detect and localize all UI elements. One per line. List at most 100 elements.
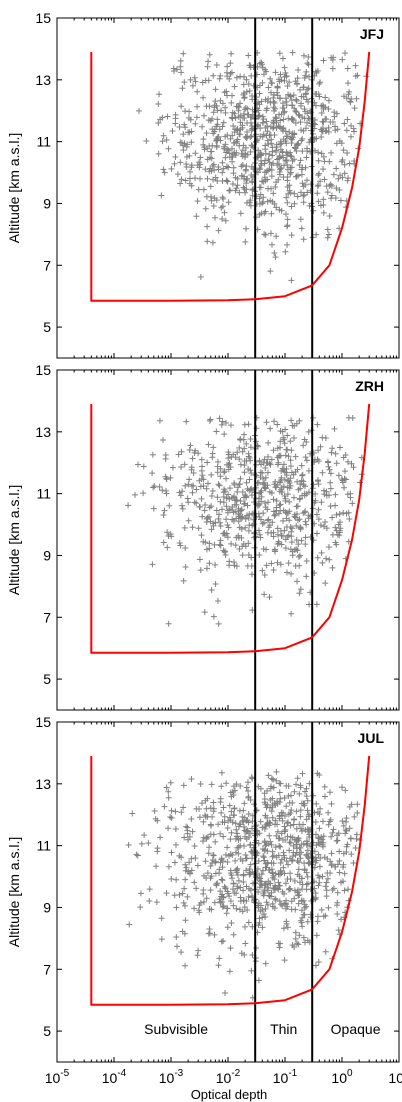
scatter-point (247, 861, 254, 868)
scatter-point (305, 855, 312, 862)
scatter-point (203, 834, 210, 841)
scatter-point (275, 835, 282, 842)
scatter-point (241, 469, 248, 476)
scatter-point (193, 500, 200, 507)
scatter-point (304, 807, 311, 814)
scatter-point (146, 886, 153, 893)
scatter-point (182, 917, 189, 924)
scatter-point (243, 76, 250, 83)
scatter-point (158, 192, 165, 199)
scatter-point (294, 503, 301, 510)
scatter-point (244, 175, 251, 182)
scatter-point (312, 497, 319, 504)
scatter-point (276, 842, 283, 849)
scatter-point (288, 232, 295, 239)
scatter-point (278, 111, 285, 118)
scatter-point (327, 181, 334, 188)
scatter-point (225, 890, 232, 897)
scatter-point (305, 428, 312, 435)
scatter-point (280, 864, 287, 871)
scatter-point (294, 578, 301, 585)
scatter-point (200, 186, 207, 193)
scatter-point (320, 166, 327, 173)
scatter-point (247, 436, 254, 443)
scatter-point (292, 108, 299, 115)
scatter-point (289, 799, 296, 806)
scatter-point (200, 538, 207, 545)
y-tick-label: 7 (43, 961, 51, 977)
scatter-point (221, 468, 228, 475)
scatter-point (352, 844, 359, 851)
scatter-point (214, 107, 221, 114)
scatter-point (174, 171, 181, 178)
scatter-point (204, 480, 211, 487)
scatter-point (200, 890, 207, 897)
scatter-point (265, 840, 272, 847)
scatter-point (269, 874, 276, 881)
scatter-point (341, 161, 348, 168)
scatter-point (212, 858, 219, 865)
scatter-point (313, 231, 320, 238)
scatter-point (283, 194, 290, 201)
scatter-point (305, 489, 312, 496)
scatter-point (280, 105, 287, 112)
scatter-point (354, 809, 361, 816)
scatter-point (204, 223, 211, 230)
scatter-point (297, 586, 304, 593)
scatter-point (226, 893, 233, 900)
scatter-point (132, 491, 139, 498)
scatter-point (277, 501, 284, 508)
scatter-point (237, 498, 244, 505)
scatter-point (240, 807, 247, 814)
scatter-point (165, 788, 172, 795)
scatter-point (262, 231, 269, 238)
scatter-point (282, 497, 289, 504)
scatter-point (205, 58, 212, 65)
scatter-point (313, 831, 320, 838)
scatter-point (210, 613, 217, 620)
scatter-point (219, 177, 226, 184)
scatter-point (216, 511, 223, 518)
scatter-point (336, 532, 343, 539)
scatter-point (256, 458, 263, 465)
scatter-point (206, 844, 213, 851)
scatter-point (332, 524, 339, 531)
scatter-point (298, 828, 305, 835)
scatter-point (227, 897, 234, 904)
scatter-point (270, 190, 277, 197)
scatter-point (265, 439, 272, 446)
scatter-point (336, 529, 343, 536)
scatter-point (244, 816, 251, 823)
scatter-point (160, 132, 167, 139)
scatter-point (163, 476, 170, 483)
scatter-point (302, 518, 309, 525)
scatter-point (214, 880, 221, 887)
y-tick-label: 5 (43, 1023, 51, 1039)
scatter-point (243, 898, 250, 905)
scatter-point (223, 495, 230, 502)
scatter-point (304, 918, 311, 925)
scatter-point (273, 179, 280, 186)
scatter-point (280, 925, 287, 932)
scatter-point (292, 453, 299, 460)
scatter-point (193, 213, 200, 220)
scatter-point (313, 601, 320, 608)
scatter-point (176, 852, 183, 859)
scatter-point (236, 481, 243, 488)
scatter-point (283, 918, 290, 925)
scatter-point (287, 438, 294, 445)
scatter-point (268, 166, 275, 173)
scatter-point (286, 129, 293, 136)
scatter-point (265, 772, 272, 779)
scatter-point (273, 497, 280, 504)
scatter-point (295, 892, 302, 899)
scatter-point (247, 114, 254, 121)
scatter-point (267, 461, 274, 468)
scatter-point (222, 109, 229, 116)
scatter-point (324, 234, 331, 241)
scatter-point (178, 448, 185, 455)
scatter-point (293, 173, 300, 180)
scatter-point (182, 108, 189, 115)
scatter-point (269, 814, 276, 821)
scatter-point (315, 91, 322, 98)
